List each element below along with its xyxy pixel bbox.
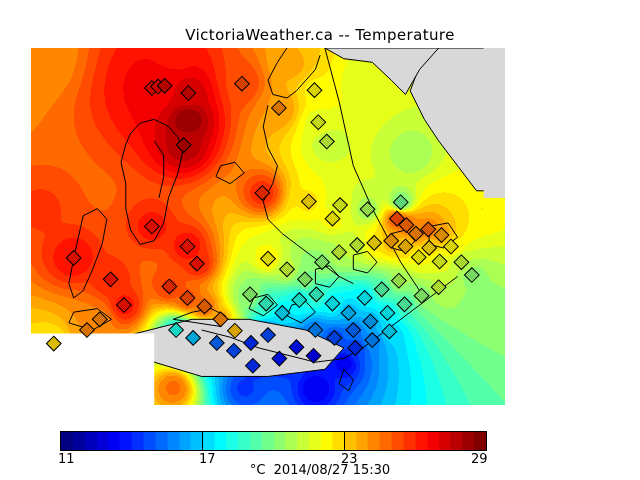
colorbar-gradient: [60, 431, 487, 451]
colorbar-label-23: 23: [341, 452, 358, 467]
colorbar: [60, 431, 487, 451]
colorbar-caption: °C 2014/08/27 15:30: [249, 463, 391, 478]
colorbar-tick-17: [202, 431, 203, 451]
temperature-map: [31, 48, 505, 405]
colorbar-label-max: 29: [471, 452, 488, 467]
colorbar-label-min: 11: [58, 452, 75, 467]
colorbar-tick-23: [344, 431, 345, 451]
temperature-field-canvas: [31, 48, 505, 405]
colorbar-label-17: 17: [199, 452, 216, 467]
page-title: VictoriaWeather.ca -- Temperature: [185, 26, 455, 44]
